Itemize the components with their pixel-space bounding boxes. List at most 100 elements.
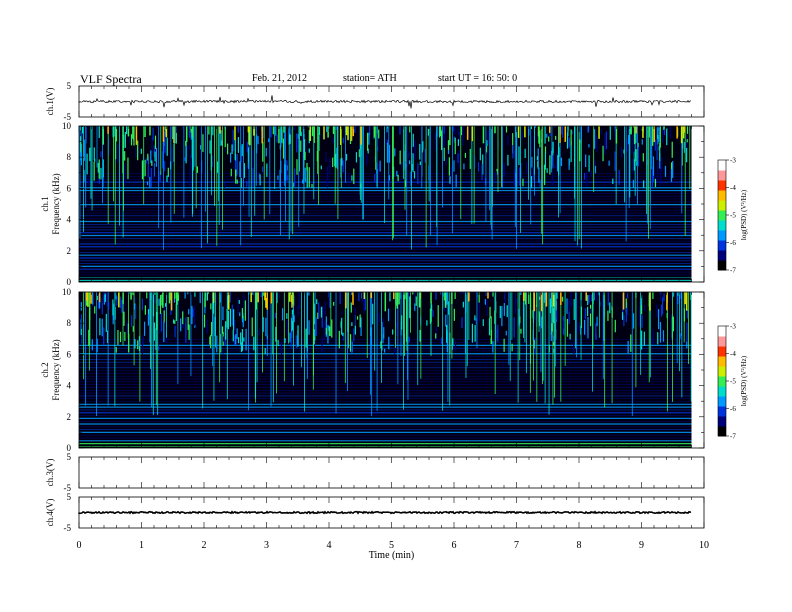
spectral-cell [135, 297, 137, 303]
spectral-cell [225, 321, 227, 340]
spectral-cell [221, 140, 223, 146]
y-tick-label: -5 [64, 112, 72, 122]
spectral-cell [212, 126, 214, 136]
spectrogram-background [79, 126, 692, 282]
spectral-cell [403, 150, 405, 171]
colorbar-swatch [718, 426, 726, 437]
spectral-cell [570, 129, 572, 146]
spectral-cell [461, 317, 463, 329]
spectral-cell [625, 292, 627, 294]
spectral-cell [524, 292, 526, 299]
spectral-cell [292, 314, 294, 321]
spectral-cell [566, 298, 568, 314]
spectral-cell [240, 145, 242, 163]
spectral-cell [345, 292, 347, 309]
spectral-cell [520, 328, 522, 334]
spectral-cell [539, 179, 541, 188]
spectral-cell [241, 308, 244, 321]
spectral-cell [484, 299, 486, 305]
spectral-cell [209, 140, 211, 154]
spectral-cell [85, 292, 88, 301]
spectral-cell [154, 292, 156, 296]
spectral-cell [112, 303, 115, 320]
spectral-cell [614, 128, 616, 140]
spectral-cell [512, 133, 514, 154]
spectral-cell [188, 309, 190, 315]
spectral-cell [642, 153, 644, 162]
spectral-cell [621, 312, 624, 320]
spectral-cell [680, 292, 682, 299]
spectral-cell [429, 308, 431, 324]
colorbar-swatch [718, 386, 726, 397]
spectral-cell [398, 292, 400, 305]
spectral-cell [586, 306, 589, 316]
spectral-cell [308, 167, 310, 188]
spectral-cell [448, 157, 450, 176]
spectral-cell [453, 160, 455, 172]
colorbar-swatch [718, 190, 726, 201]
spectral-cell [540, 316, 542, 329]
spectral-cell [663, 293, 665, 302]
spectral-cell [287, 128, 290, 143]
spectral-cell [521, 132, 523, 140]
spectral-cell [518, 146, 520, 166]
spectral-cell [660, 292, 662, 302]
spectral-cell [379, 160, 381, 172]
spectral-cell [627, 340, 629, 354]
spectral-cell [227, 295, 229, 309]
spectral-cell [487, 131, 489, 145]
spectral-cell [443, 126, 446, 146]
spectral-cell [462, 292, 464, 294]
spectral-cell [193, 305, 195, 326]
spectral-cell [161, 294, 163, 306]
colorbar-tick-label: -4 [730, 184, 736, 192]
spectral-cell [677, 292, 679, 305]
spectral-cell [539, 296, 541, 300]
spectral-cell [246, 141, 248, 153]
spectral-cell [530, 126, 533, 129]
spectral-cell [609, 302, 611, 314]
spectral-cell [276, 292, 278, 304]
spectral-cell [265, 317, 267, 337]
spectral-cell [554, 164, 556, 169]
spectral-cell [163, 310, 165, 323]
spectral-cell [338, 159, 340, 181]
colorbar-label: log(PSD) (V²/Hz) [740, 189, 748, 240]
spectral-cell [468, 292, 470, 302]
spectral-cell [164, 303, 167, 307]
spectral-cell [587, 126, 589, 134]
colorbar-swatch [718, 406, 726, 417]
spectral-cell [154, 296, 157, 304]
spectral-cell [339, 126, 342, 145]
spectral-cell [651, 166, 654, 187]
spectral-cell [255, 292, 258, 310]
spectral-cell [570, 140, 572, 163]
spectral-cell [475, 317, 477, 325]
spectral-cell [283, 126, 285, 133]
spectral-cell [117, 330, 119, 345]
spectral-cell [149, 126, 151, 136]
spectral-cell [387, 308, 390, 322]
spectral-cell [113, 126, 115, 137]
spectral-cell [124, 132, 126, 148]
spectral-cell [98, 292, 101, 303]
spectral-cell [122, 292, 124, 304]
spectral-cell [190, 126, 192, 140]
spectral-cell [442, 175, 444, 180]
spectral-cell [632, 313, 635, 329]
spectral-cell [286, 160, 288, 181]
spectral-cell [251, 317, 253, 337]
spectral-cell [339, 292, 341, 305]
spectral-cell [633, 126, 636, 145]
spectral-cell [679, 333, 682, 339]
spectral-cell [155, 147, 158, 167]
spectral-cell [308, 292, 310, 296]
spectral-cell [170, 292, 173, 311]
spectral-cell [80, 302, 82, 311]
spectral-cell [486, 298, 488, 317]
spectral-cell [360, 126, 362, 145]
y-tick-label: 4 [67, 215, 72, 225]
spectral-cell [439, 126, 442, 137]
y-tick-label: 5 [67, 492, 72, 502]
spectral-cell [234, 126, 236, 141]
